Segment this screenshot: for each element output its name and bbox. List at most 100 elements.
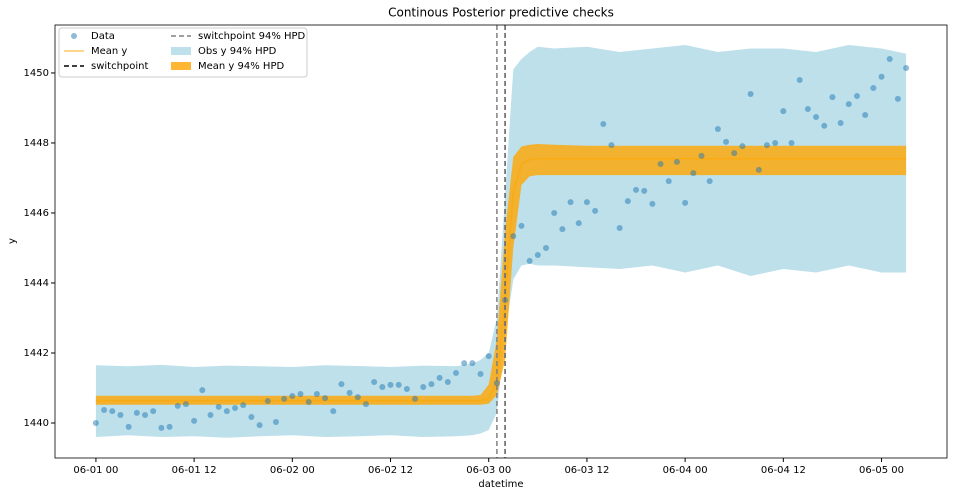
data-point: [878, 73, 885, 80]
data-point: [567, 199, 574, 206]
data-point: [264, 397, 271, 404]
data-point: [886, 55, 893, 62]
hpd-band: [95, 44, 907, 438]
data-point: [248, 414, 255, 421]
data-point: [101, 407, 108, 414]
data-point: [223, 408, 230, 415]
data-point: [232, 404, 239, 411]
data-point: [420, 383, 427, 390]
data-point: [207, 411, 214, 418]
data-point: [346, 389, 353, 396]
data-point: [804, 106, 811, 113]
data-point: [600, 121, 607, 128]
data-point: [403, 386, 410, 393]
data-point: [452, 369, 459, 376]
legend-label: switchpoint: [91, 61, 149, 72]
data-point: [649, 200, 656, 207]
data-point: [543, 244, 550, 251]
data-point: [551, 209, 558, 216]
data-point: [870, 85, 877, 92]
data-point: [829, 94, 836, 101]
data-point: [166, 423, 173, 430]
x-tick-label: 06-04 00: [663, 465, 708, 476]
data-point: [485, 353, 492, 360]
x-tick-label: 06-05 00: [859, 465, 904, 476]
data-point: [837, 120, 844, 127]
data-point: [510, 233, 517, 240]
y-tick-label: 1446: [24, 208, 49, 219]
data-point: [272, 418, 279, 425]
data-point: [592, 207, 599, 214]
data-point: [461, 360, 468, 367]
hpd-band: [95, 144, 907, 405]
data-point: [633, 186, 640, 193]
y-tick-label: 1450: [24, 68, 49, 79]
data-point: [690, 170, 697, 177]
y-tick-label: 1444: [24, 278, 49, 289]
data-point: [559, 226, 566, 233]
data-point: [903, 65, 910, 72]
data-point: [215, 403, 222, 410]
data-point: [199, 387, 206, 394]
data-point: [174, 402, 181, 409]
data-point: [608, 142, 615, 149]
y-tick-label: 1440: [24, 418, 49, 429]
y-tick-label: 1448: [24, 138, 49, 149]
chart-title: Continous Posterior predictive checks: [388, 6, 614, 20]
legend-label: Data: [91, 31, 115, 42]
data-point: [698, 152, 705, 159]
data-point: [583, 199, 590, 206]
data-point: [845, 101, 852, 108]
y-axis-label: y: [7, 238, 18, 244]
x-tick-label: 06-01 12: [172, 465, 217, 476]
data-point: [788, 139, 795, 146]
data-point: [133, 409, 140, 416]
data-point: [657, 160, 664, 167]
data-point: [575, 220, 582, 227]
legend-label: Obs y 94% HPD: [198, 46, 277, 57]
data-point: [780, 108, 787, 115]
data-point: [731, 150, 738, 157]
data-point: [853, 93, 860, 100]
data-point: [534, 251, 541, 258]
data-point: [289, 393, 296, 400]
data-point: [387, 381, 394, 388]
data-point: [682, 199, 689, 206]
data-point: [338, 381, 345, 388]
data-point: [796, 76, 803, 83]
data-point: [109, 408, 116, 415]
legend: Data Mean y switchpoint switchpoint 94% HPD…: [58, 27, 308, 78]
data-point: [395, 381, 402, 388]
data-point: [739, 143, 746, 150]
data-point: [322, 395, 329, 402]
x-tick-label: 06-02 12: [368, 465, 413, 476]
legend-label: Mean y 94% HPD: [198, 61, 284, 72]
legend-marker: [71, 33, 77, 39]
data-point: [313, 390, 320, 397]
data-point: [469, 360, 476, 367]
data-point: [518, 222, 525, 229]
data-point: [240, 402, 247, 409]
data-point: [92, 419, 99, 426]
data-point: [714, 125, 721, 132]
data-point: [362, 401, 369, 408]
plot-area: [92, 25, 910, 458]
data-point: [428, 381, 435, 388]
x-tick-label: 06-03 00: [466, 465, 511, 476]
data-point: [616, 225, 623, 232]
data-point: [436, 374, 443, 381]
data-point: [182, 401, 189, 408]
legend-label: switchpoint 94% HPD: [198, 31, 306, 42]
data-point: [117, 411, 124, 418]
data-point: [665, 178, 672, 185]
axes-frame: [54, 24, 948, 459]
data-point: [821, 122, 828, 129]
data-point: [723, 138, 730, 145]
data-point: [706, 178, 713, 185]
data-point: [894, 95, 901, 102]
legend-marker: [171, 47, 191, 55]
data-point: [142, 411, 149, 418]
data-point: [624, 198, 631, 205]
